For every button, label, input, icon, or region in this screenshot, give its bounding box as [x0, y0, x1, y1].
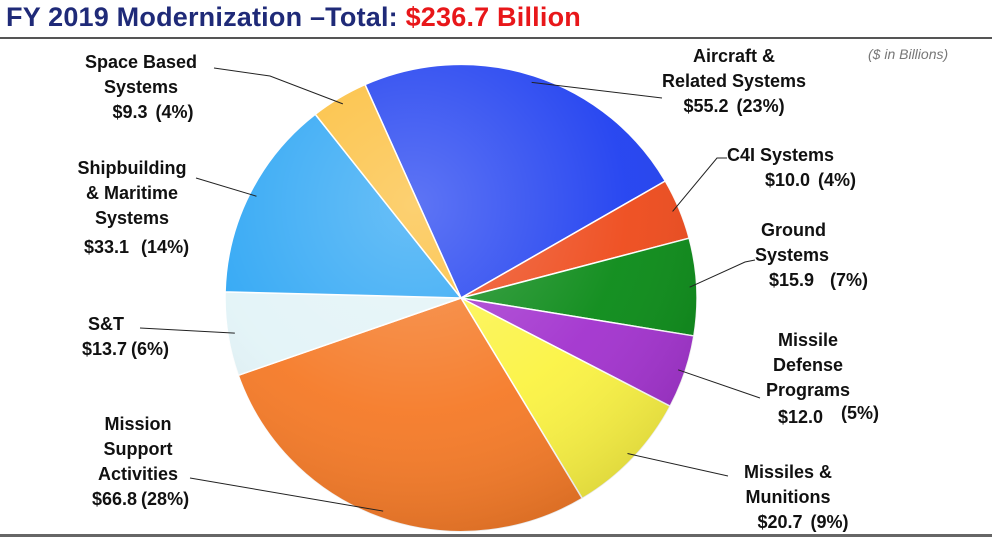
label-shipbuilding: Shipbuilding & Maritime Systems: [54, 156, 210, 231]
label-missile-defense-name-1: Missile: [777, 330, 839, 350]
label-space-percent: (4%): [155, 102, 194, 122]
label-shipbuilding-name-1: Shipbuilding: [77, 158, 187, 178]
label-c4i-value: $10.0: [765, 170, 811, 190]
leader-line-c4i: [672, 157, 727, 212]
label-missiles-value: $20.7: [757, 512, 803, 532]
leader-line-shipbuilding: [195, 177, 257, 197]
label-mission-support-value: $66.8: [92, 489, 138, 509]
label-shipbuilding-value: $33.1: [84, 237, 130, 257]
label-space-name-1: Space Based: [84, 52, 198, 72]
label-shipbuilding-percent: (14%): [141, 237, 190, 257]
label-mission-support-figures: $66.8 (28%): [92, 487, 189, 512]
leader-line-ground: [689, 259, 756, 288]
label-ground-percent: (7%): [830, 270, 869, 290]
label-mission-support: Mission Support Activities: [78, 412, 198, 487]
label-missiles-name-2: Munitions: [745, 487, 831, 507]
label-missiles-percent: (9%): [810, 512, 849, 532]
label-missile-defense-value: $12.0: [778, 407, 824, 427]
label-aircraft-value: $55.2: [683, 96, 729, 116]
page-title: FY 2019 Modernization –Total: $236.7 Bil…: [6, 2, 581, 33]
label-missile-defense-name-2: Defense: [772, 355, 844, 375]
units-note: ($ in Billions): [868, 46, 949, 62]
label-aircraft-name-2: Related Systems: [662, 71, 807, 91]
label-missile-defense-figures: $12.0 (5%): [778, 403, 880, 430]
leader-line-missiles: [627, 453, 729, 477]
label-missiles: Missiles & Munitions $20.7 (9%): [724, 460, 852, 535]
leader-line-space: [213, 67, 344, 105]
label-ground: Ground Systems $15.9 (7%): [755, 218, 868, 293]
label-ground-name-2: Systems: [755, 245, 830, 265]
label-shipbuilding-name-3: Systems: [94, 208, 170, 228]
leader-line-mission_support: [189, 477, 384, 512]
label-space-value: $9.3: [112, 102, 148, 122]
label-st-value: $13.7: [82, 339, 128, 359]
label-mission-support-name-1: Mission: [104, 414, 172, 434]
label-missile-defense-name-3: Programs: [765, 380, 851, 400]
leader-line-st: [139, 327, 235, 334]
label-st-percent: (6%): [131, 339, 170, 359]
label-ground-value: $15.9: [769, 270, 815, 290]
label-aircraft-percent: (23%): [736, 96, 785, 116]
label-mission-support-name-3: Activities: [97, 464, 179, 484]
label-space: Space Based Systems $9.3 (4%): [66, 50, 216, 125]
label-shipbuilding-name-2: & Maritime: [85, 183, 179, 203]
leader-line-aircraft: [531, 81, 663, 99]
label-c4i: C4I Systems $10.0 (4%): [727, 143, 856, 193]
label-c4i-name-1: C4I Systems: [727, 145, 835, 165]
label-c4i-percent: (4%): [818, 170, 857, 190]
label-mission-support-name-2: Support: [103, 439, 173, 459]
leader-line-missile_defense: [677, 369, 761, 399]
title-divider: [0, 37, 992, 39]
label-space-name-2: Systems: [103, 77, 179, 97]
label-st: S&T $13.7 (6%): [82, 312, 170, 362]
label-st-name-1: S&T: [88, 314, 124, 334]
label-mission-support-percent: (28%): [141, 489, 190, 509]
label-aircraft: Aircraft & Related Systems $55.2 (23%): [662, 44, 806, 119]
title-amount: $236.7 Billion: [405, 2, 581, 32]
title-prefix: FY 2019 Modernization –Total:: [6, 2, 398, 32]
label-missile-defense: Missile Defense Programs: [752, 328, 864, 403]
label-ground-name-1: Ground: [761, 220, 826, 240]
label-missile-defense-percent: (5%): [841, 403, 880, 423]
label-missiles-name-1: Missiles &: [743, 462, 833, 482]
label-shipbuilding-figures: $33.1 (14%): [84, 235, 189, 260]
label-aircraft-name-1: Aircraft &: [693, 46, 776, 66]
bottom-divider: [0, 534, 992, 537]
